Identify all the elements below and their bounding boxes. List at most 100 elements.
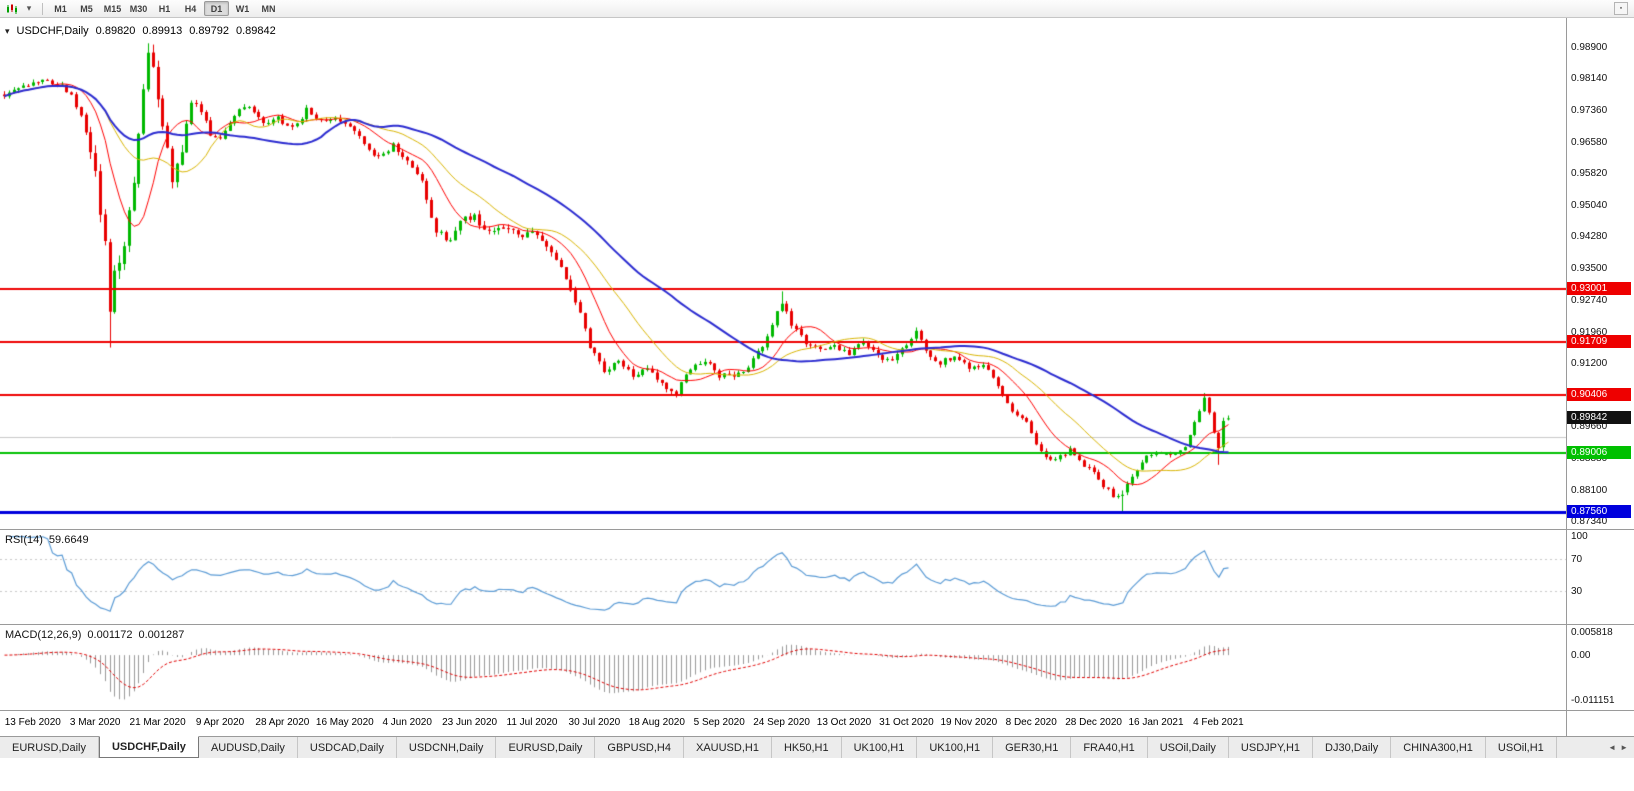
main-chart-canvas[interactable]	[0, 18, 1566, 529]
chart-icon[interactable]	[4, 2, 20, 16]
ohlc-low: 0.89792	[189, 25, 229, 37]
timeframe-button-m30[interactable]: M30	[129, 3, 148, 14]
chart-tab-usdjpy-h1[interactable]: USDJPY,H1	[1228, 737, 1314, 758]
main-chart-panel: ▾ USDCHF,Daily 0.89820 0.89913 0.89792 0…	[0, 18, 1634, 530]
price-scale-tick: 0.88100	[1571, 484, 1608, 496]
chart-tab-uk100-h1[interactable]: UK100,H1	[917, 737, 994, 758]
price-scale[interactable]: 0.98900 0.98140 0.97360 0.96580 0.95820 0.950…	[1566, 18, 1634, 529]
hline-price-badge: 0.90406	[1567, 388, 1631, 402]
price-scale-tick: 0.87340	[1571, 515, 1608, 527]
chart-tab-xauusd-h1[interactable]: XAUUSD,H1	[683, 737, 772, 758]
rsi-title: RSI(14) 59.6649	[5, 534, 89, 546]
tab-scroll-right-icon[interactable]: ►	[1620, 743, 1628, 752]
timeframe-button-group: M1 M5 M15 M30 H1 H4 D1 W1 MN	[48, 1, 281, 16]
chart-tab-usdchf-daily[interactable]: USDCHF,Daily	[98, 736, 199, 758]
time-axis-label: 16 Jan 2021	[1128, 717, 1184, 728]
chart-tab-usdcnh-daily[interactable]: USDCNH,Daily	[396, 737, 497, 758]
tab-scroll-arrows: ◄ ►	[1602, 737, 1634, 758]
chart-tab-fra40-h1[interactable]: FRA40,H1	[1071, 737, 1148, 758]
chart-tab-china300-h1[interactable]: CHINA300,H1	[1391, 737, 1486, 758]
toolbar-overflow-icon[interactable]: ▪	[1614, 2, 1628, 15]
one-click-trading-toggle-icon[interactable]: ▾	[5, 26, 10, 36]
macd-scale-tick: 0.00	[1571, 650, 1591, 662]
macd-name-label: MACD(12,26,9)	[5, 629, 82, 641]
timeframe-button-d1[interactable]: D1	[204, 1, 229, 16]
rsi-scale[interactable]: 100 70 30	[1566, 530, 1634, 624]
hline-price-badge: 0.89006	[1567, 445, 1631, 459]
rsi-scale-tick: 100	[1571, 531, 1588, 542]
price-scale-tick: 0.98140	[1571, 73, 1608, 85]
time-axis-label: 21 Mar 2020	[129, 717, 186, 728]
timeframe-button-m15[interactable]: M15	[103, 3, 122, 14]
price-scale-tick: 0.92740	[1571, 294, 1608, 306]
timeframe-button-mn[interactable]: MN	[261, 3, 276, 14]
chart-tab-uk100-h1[interactable]: UK100,H1	[841, 737, 918, 758]
macd-panel: MACD(12,26,9) 0.001172 0.001287 0.005818…	[0, 625, 1634, 711]
rsi-canvas[interactable]	[0, 530, 1566, 624]
price-scale-tick: 0.91960	[1571, 326, 1608, 338]
chart-tab-dj30-daily[interactable]: DJ30,Daily	[1313, 737, 1392, 758]
macd-signal-value-label: 0.001287	[138, 629, 185, 641]
chart-tab-usoil-daily[interactable]: USOil,Daily	[1147, 737, 1229, 758]
chart-tab-eurusd-daily[interactable]: EURUSD,Daily	[496, 737, 596, 758]
time-axis-label: 3 Mar 2020	[69, 717, 121, 728]
hline-price-badge: 0.91709	[1567, 334, 1631, 348]
toolbar-separator	[42, 2, 43, 15]
timeframe-button-h1[interactable]: H1	[158, 3, 171, 14]
chart-tab-eurusd-daily[interactable]: EURUSD,Daily	[0, 737, 99, 758]
time-axis-label: 23 Jun 2020	[442, 717, 498, 728]
time-axis-label: 24 Sep 2020	[753, 717, 810, 728]
macd-scale-tick: 0.005818	[1571, 626, 1613, 638]
time-axis-label: 5 Sep 2020	[693, 717, 745, 728]
time-axis-label: 13 Feb 2020	[4, 717, 61, 728]
time-axis-scale-gap	[1566, 711, 1634, 736]
chart-tab-gbpusd-h4[interactable]: GBPUSD,H4	[595, 737, 684, 758]
macd-scale-tick: -0.011151	[1571, 694, 1615, 706]
chart-type-dropdown-caret-icon[interactable]: ▾	[26, 3, 32, 13]
chart-tab-audusd-daily[interactable]: AUDUSD,Daily	[198, 737, 298, 758]
bottom-strip	[0, 758, 1634, 791]
rsi-value-label: 59.6649	[48, 534, 89, 546]
chart-tab-usoil-h1[interactable]: USOil,H1	[1485, 737, 1557, 758]
macd-canvas[interactable]	[0, 625, 1566, 710]
hline-price-badge: 0.87560	[1567, 504, 1631, 518]
chart-tab-hk50-h1[interactable]: HK50,H1	[771, 737, 842, 758]
price-scale-tick: 0.96580	[1571, 137, 1608, 149]
time-axis-label: 9 Apr 2020	[195, 717, 245, 728]
tab-bar: EURUSD,Daily USDCHF,Daily AUDUSD,Daily USDC…	[0, 736, 1634, 758]
price-scale-tick: 0.91200	[1571, 357, 1608, 369]
chart-tab-usdcad-daily[interactable]: USDCAD,Daily	[297, 737, 397, 758]
ohlc-close: 0.89842	[235, 25, 276, 37]
macd-title: MACD(12,26,9) 0.001172 0.001287	[5, 629, 184, 641]
price-scale-tick: 0.94280	[1571, 231, 1608, 243]
rsi-scale-tick: 70	[1571, 554, 1583, 565]
timeframe-toolbar: ▾ M1 M5 M15 M30 H1 H4 D1 W1 MN ▪	[0, 0, 1634, 18]
price-scale-tick: 0.95820	[1571, 168, 1608, 180]
rsi-panel: RSI(14) 59.6649 100 70 30	[0, 530, 1634, 625]
timeframe-button-m1[interactable]: M1	[54, 3, 67, 14]
timeframe-button-m5[interactable]: M5	[80, 3, 93, 14]
chart-symbol-label: USDCHF,Daily	[16, 25, 89, 37]
chart-icon-glyph	[7, 3, 17, 14]
price-scale-tick: 0.97360	[1571, 105, 1608, 117]
macd-scale[interactable]: 0.005818 0.00 -0.011151	[1566, 625, 1634, 710]
time-axis-label: 4 Jun 2020	[382, 717, 432, 728]
chart-tab-ger30-h1[interactable]: GER30,H1	[993, 737, 1072, 758]
tab-scroll-left-icon[interactable]: ◄	[1608, 743, 1617, 752]
hline-price-badge: 0.93001	[1567, 281, 1631, 295]
time-axis-label: 16 May 2020	[315, 717, 374, 728]
time-axis-label: 13 Oct 2020	[816, 717, 872, 728]
timeframe-button-h4[interactable]: H4	[184, 3, 197, 14]
time-axis-label: 19 Nov 2020	[940, 717, 998, 728]
time-axis-label: 11 Jul 2020	[506, 717, 558, 728]
ohlc-open: 0.89820	[95, 25, 136, 37]
rsi-scale-tick: 30	[1571, 586, 1583, 597]
time-axis[interactable]: 13 Feb 2020 3 Mar 2020 21 Mar 2020 9 Apr 20…	[0, 711, 1634, 736]
current-price-badge: 0.89842	[1567, 411, 1631, 425]
time-axis-label: 31 Oct 2020	[879, 717, 934, 728]
time-axis-label: 18 Aug 2020	[628, 717, 685, 728]
time-axis-label: 8 Dec 2020	[1005, 717, 1057, 728]
timeframe-button-w1[interactable]: W1	[235, 3, 250, 14]
time-axis-label: 4 Feb 2021	[1193, 717, 1244, 728]
